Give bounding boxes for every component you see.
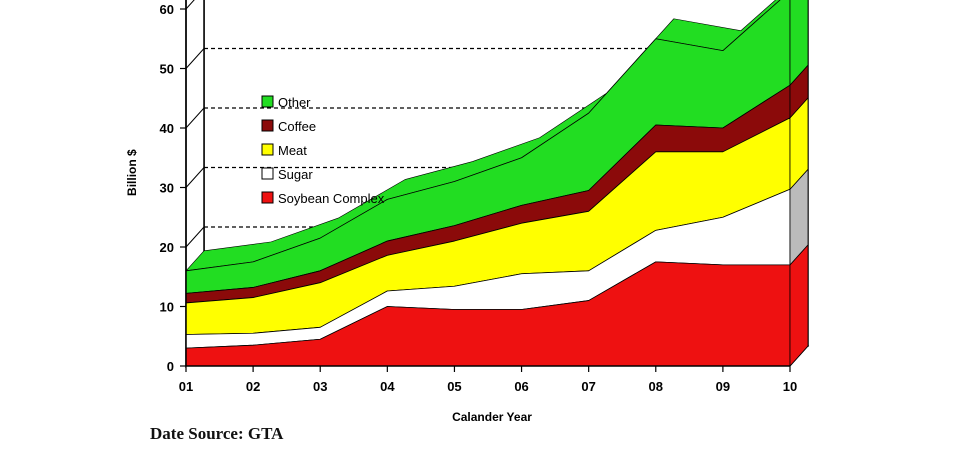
axes: 0 10 20 30 40 50 60 01 02 03 04 05 06 07 08 09 10 Calande… — [125, 0, 797, 424]
legend-swatch — [261, 143, 274, 156]
y-tick-label: 40 — [160, 121, 174, 136]
x-tick-label: 07 — [581, 379, 595, 394]
x-tick-label: 08 — [649, 379, 663, 394]
gridline-side — [185, 48, 205, 69]
legend: Other Coffee Meat Sugar Soybean Complex — [261, 95, 385, 206]
x-tick-label: 03 — [313, 379, 327, 394]
legend-swatch — [261, 191, 274, 204]
right-side-faces — [789, 0, 809, 368]
x-axis-title: Calander Year — [452, 410, 532, 424]
gridline-side — [185, 107, 205, 129]
legend-swatch — [261, 95, 274, 108]
y-tick-label: 60 — [160, 2, 174, 17]
y-tick-label: 0 — [167, 359, 174, 374]
x-tick-label: 06 — [514, 379, 528, 394]
x-tick-label: 02 — [246, 379, 260, 394]
side-other — [789, 0, 809, 87]
y-tick-label: 20 — [160, 240, 174, 255]
legend-label: Soybean Complex — [278, 191, 385, 206]
gridline-side — [185, 0, 195, 10]
gridline-side — [185, 167, 205, 188]
x-tick-label: 04 — [380, 379, 395, 394]
legend-label: Coffee — [278, 119, 316, 134]
legend-label: Other — [278, 95, 311, 110]
x-tick-label: 10 — [783, 379, 797, 394]
legend-swatch — [261, 167, 274, 180]
legend-label: Sugar — [278, 167, 313, 182]
y-axis-title: Billion $ — [125, 149, 139, 196]
x-tick-label: 05 — [447, 379, 461, 394]
legend-swatch — [261, 119, 274, 132]
gridline-side — [185, 226, 205, 248]
source-note: Date Source: GTA — [150, 424, 284, 443]
y-tick-label: 30 — [160, 181, 174, 196]
legend-label: Meat — [278, 143, 307, 158]
x-tick-label: 01 — [179, 379, 193, 394]
y-tick-label: 10 — [160, 300, 174, 315]
y-tick-label: 50 — [160, 62, 174, 77]
side-soybean-complex — [789, 243, 809, 368]
x-tick-label: 09 — [716, 379, 730, 394]
